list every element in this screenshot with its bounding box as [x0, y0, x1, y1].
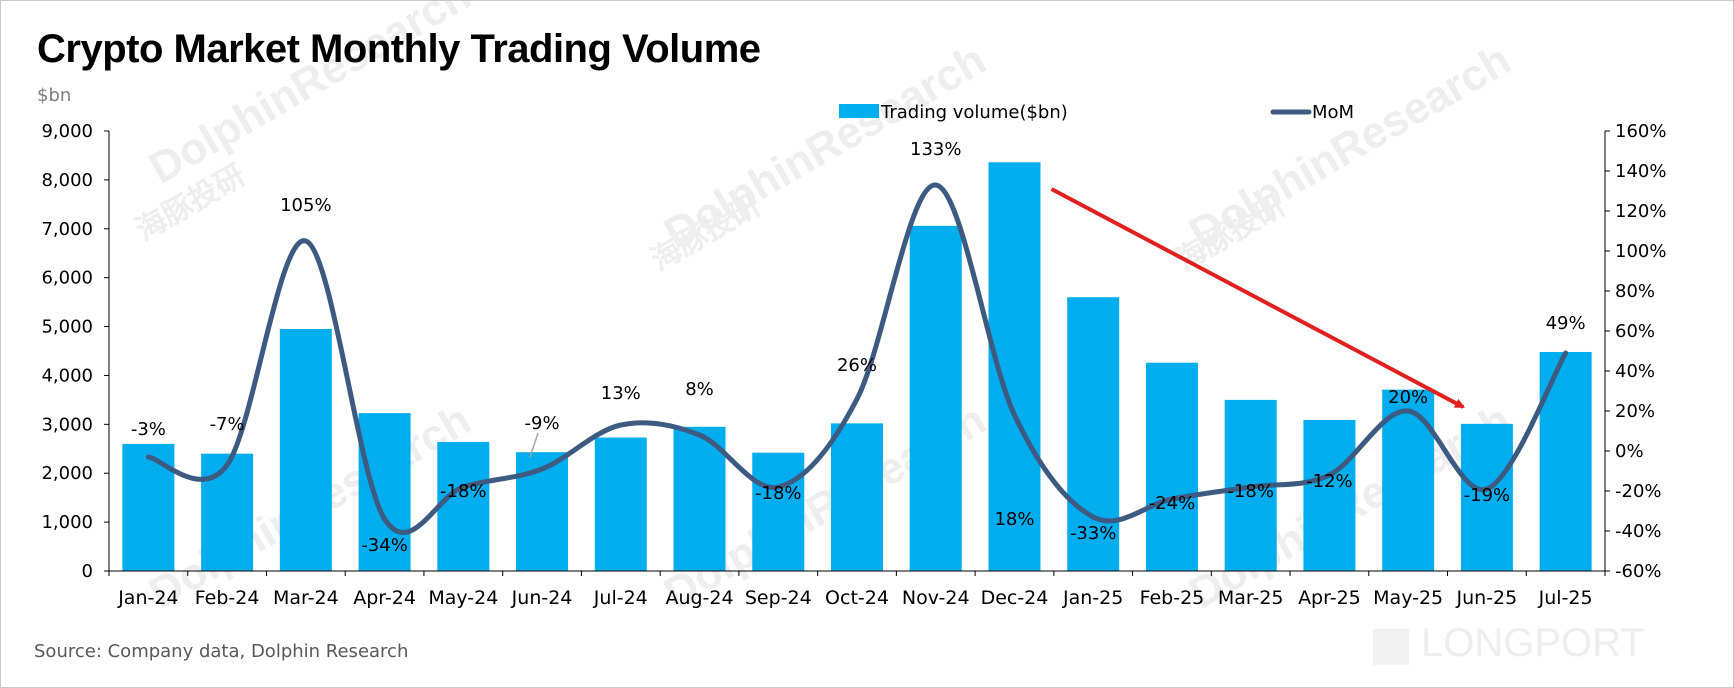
y-right-tick-label: 160% [1615, 121, 1666, 142]
y-right-tick-label: 120% [1615, 201, 1666, 222]
mom-data-label: -24% [1149, 493, 1196, 514]
mom-data-label: 18% [994, 509, 1034, 530]
y-left-tick-label: 1,000 [41, 512, 93, 533]
labels-layer: -3% -7% 105% -34% -18% -9% 13% 8% -18% 26% 133% 18%… [131, 139, 1586, 556]
mom-data-label: 8% [685, 379, 714, 400]
mom-data-label: 105% [280, 195, 331, 216]
bar [437, 441, 490, 571]
x-tick-label: Oct-24 [825, 587, 889, 609]
mom-data-label: -18% [440, 481, 487, 502]
x-tick-label: Sep-24 [745, 587, 812, 609]
y-right-tick-label: -60% [1615, 561, 1662, 582]
y-left-tick-label: 5,000 [41, 317, 93, 338]
legend-line-label: MoM [1312, 102, 1354, 123]
y-left-tick-label: 7,000 [41, 219, 93, 240]
legend: Trading volume($bn) MoM [839, 102, 1354, 123]
mom-data-label: 49% [1546, 313, 1586, 334]
mom-data-label: -7% [210, 414, 245, 435]
mom-data-label: -18% [1227, 481, 1274, 502]
bar [909, 225, 962, 571]
x-tick-label: Jun-24 [511, 587, 573, 609]
mom-data-label: -19% [1464, 485, 1511, 506]
x-tick-label: Mar-25 [1218, 587, 1284, 609]
chart-title: Crypto Market Monthly Trading Volume [37, 27, 761, 71]
bar [1145, 362, 1198, 571]
x-tick-label: May-24 [428, 587, 498, 609]
mom-data-label: -3% [131, 419, 166, 440]
x-tick-label: Apr-24 [353, 587, 416, 609]
mom-data-label: -34% [361, 535, 408, 556]
bar [594, 437, 647, 571]
y-left-tick-label: 8,000 [41, 170, 93, 191]
x-tick-label: Dec-24 [981, 587, 1049, 609]
mom-data-label: 133% [910, 139, 961, 160]
x-tick-label: Nov-24 [902, 587, 970, 609]
x-tick-label: Apr-25 [1298, 587, 1361, 609]
mom-data-label: 26% [837, 355, 877, 376]
legend-bar-swatch [839, 104, 879, 118]
bar [1067, 297, 1120, 571]
x-tick-label: Jul-24 [593, 587, 648, 609]
bar [1539, 351, 1592, 571]
bar [201, 453, 254, 571]
y-left-tick-label: 3,000 [41, 414, 93, 435]
bar [279, 329, 332, 571]
bar [673, 426, 726, 571]
x-tick-label: Jun-25 [1456, 587, 1518, 609]
source-note: Source: Company data, Dolphin Research [34, 641, 409, 662]
y-left-tick-label: 6,000 [41, 268, 93, 289]
y-right-tick-label: 0% [1615, 441, 1644, 462]
x-tick-label: Feb-24 [195, 587, 260, 609]
x-tick-label: Jan-24 [117, 587, 178, 609]
x-tick-label: Jan-25 [1062, 587, 1123, 609]
legend-bar-label: Trading volume($bn) [880, 102, 1068, 123]
y-right-tick-label: -20% [1615, 481, 1662, 502]
x-tick-label: Aug-24 [665, 587, 733, 609]
bar [1303, 419, 1356, 571]
trend-arrow [1050, 187, 1465, 409]
mom-data-label: -9% [525, 413, 560, 434]
mom-data-label: 13% [601, 383, 641, 404]
mom-data-label: -12% [1306, 471, 1353, 492]
mom-data-label: -18% [755, 483, 802, 504]
brand-logo [1373, 629, 1409, 665]
mom-line [145, 182, 1569, 535]
y-left-tick-label: 9,000 [41, 121, 93, 142]
bar [1460, 423, 1513, 571]
y-right-tick-label: 60% [1615, 321, 1655, 342]
x-tick-label: Jul-25 [1538, 587, 1593, 609]
y-left-tick-label: 4,000 [41, 365, 93, 386]
y-right-tick-label: -40% [1615, 521, 1662, 542]
mom-data-label: 20% [1388, 387, 1428, 408]
bar [831, 423, 883, 571]
y-left-tick-label: 0 [82, 561, 93, 582]
axes-layer: 0 1,000 2,000 3,000 4,000 5,000 6,000 7,000 8,00… [41, 121, 1666, 609]
x-tick-label: Mar-24 [273, 587, 339, 609]
y-axis-unit: $bn [37, 85, 72, 106]
label-leader-line [529, 432, 539, 458]
x-tick-label: Feb-25 [1140, 587, 1205, 609]
y-right-tick-label: 140% [1615, 161, 1666, 182]
y-right-tick-label: 80% [1615, 281, 1655, 302]
y-right-tick-label: 100% [1615, 241, 1666, 262]
bar [122, 443, 175, 571]
y-right-tick-label: 20% [1615, 401, 1655, 422]
y-left-tick-label: 2,000 [41, 463, 93, 484]
bar [358, 413, 411, 571]
mom-data-label: -33% [1070, 523, 1117, 544]
bar [752, 452, 805, 571]
x-tick-label: May-25 [1373, 587, 1443, 609]
y-right-tick-label: 40% [1615, 361, 1655, 382]
